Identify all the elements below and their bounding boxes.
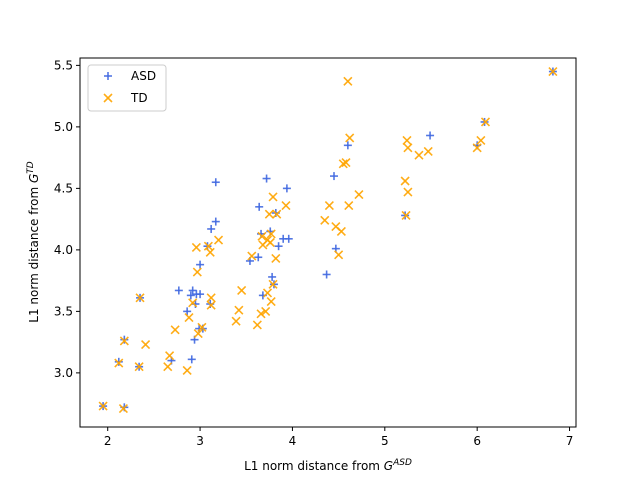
- x-axis-label: L1 norm distance from GASD: [244, 458, 412, 473]
- x-tick-label: 7: [566, 434, 574, 448]
- legend-label-asd: ASD: [131, 69, 156, 83]
- x-tick-label: 5: [381, 434, 389, 448]
- x-tick-label: 3: [196, 434, 204, 448]
- y-tick-label: 4.0: [54, 243, 73, 257]
- y-tick-label: 3.5: [54, 304, 73, 318]
- x-tick-label: 2: [104, 434, 112, 448]
- y-axis-label: L1 norm distance from GTD: [26, 161, 41, 323]
- x-tick-label: 4: [289, 434, 297, 448]
- x-tick-label: 6: [473, 434, 481, 448]
- y-tick-label: 5.0: [54, 120, 73, 134]
- y-tick-label: 4.5: [54, 181, 73, 195]
- y-tick-label: 5.5: [54, 58, 73, 72]
- legend-label-td: TD: [130, 91, 148, 105]
- legend: ASD TD: [88, 65, 166, 111]
- y-tick-label: 3.0: [54, 366, 73, 380]
